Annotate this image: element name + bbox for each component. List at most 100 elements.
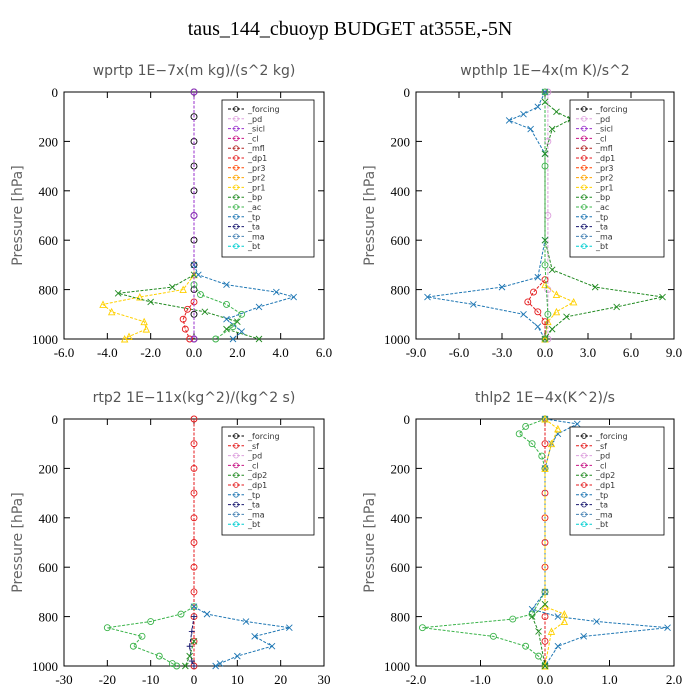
data-point: [190, 489, 198, 497]
legend-entry: _bt: [247, 520, 260, 529]
x-tick-label: -10: [142, 672, 159, 687]
data-point: [223, 325, 230, 333]
y-tick-label: 0: [52, 412, 59, 427]
x-tick-label: -20: [99, 672, 116, 687]
series-tp: [190, 603, 293, 670]
data-point: [114, 289, 122, 297]
legend-entry: _sicl: [247, 125, 265, 134]
data-point: [569, 297, 578, 306]
data-point: [419, 624, 426, 632]
legend-entry: _cl: [595, 134, 607, 143]
panel-title: thlp2 1E−4x(K^2)/s: [475, 390, 615, 406]
data-point: [535, 652, 542, 660]
data-point: [664, 624, 671, 632]
legend-box: [569, 99, 665, 258]
legend-entry: _tp: [247, 213, 260, 222]
y-tick-label: 600: [39, 233, 59, 248]
legend-marker: [233, 501, 239, 508]
series-tp: [190, 261, 297, 343]
data-point: [195, 271, 202, 279]
legend-marker: [233, 125, 239, 132]
x-tick-label: -3.0: [492, 345, 513, 360]
x-tick-label: 30: [318, 672, 331, 687]
data-point: [544, 317, 552, 326]
legend-marker: [581, 145, 587, 152]
y-tick-label: 0: [52, 85, 59, 100]
series-dp2: [182, 637, 198, 670]
series-sicl: [190, 88, 198, 343]
legend-marker: [581, 501, 587, 508]
legend-entry: _pd: [595, 115, 610, 124]
data-point: [155, 652, 163, 660]
data-point: [541, 661, 549, 670]
series-ac: [541, 88, 552, 343]
data-point: [563, 313, 570, 321]
data-point: [541, 261, 549, 269]
y-tick-label: 200: [39, 134, 59, 149]
y-tick-label: 400: [39, 184, 59, 199]
y-axis-label: Pressure [hPa]: [10, 165, 26, 265]
y-tick-label: 800: [39, 283, 59, 298]
legend-entry: _forcing: [595, 105, 628, 114]
data-point: [136, 293, 144, 301]
page-title: taus_144_cbuoyp BUDGET at355E,-5N: [187, 18, 513, 40]
panel-title: wpthlp 1E−4x(m K)/s^2: [460, 63, 629, 79]
legend-marker: [233, 233, 239, 240]
y-axis-label: Pressure [hPa]: [10, 492, 26, 592]
y-tick-label: 800: [391, 610, 411, 625]
data-point: [223, 315, 230, 323]
series-forcing: [190, 415, 198, 670]
data-point: [573, 420, 581, 428]
legend-marker: [581, 125, 587, 132]
legend-marker: [581, 184, 587, 191]
legend-entry: _pr2: [595, 174, 613, 183]
x-tick-label: 2.0: [666, 672, 682, 687]
y-tick-label: 400: [391, 511, 411, 526]
legend-entry: _forcing: [247, 105, 280, 114]
data-point: [554, 424, 562, 433]
legend-marker: [581, 462, 587, 469]
data-point: [659, 293, 666, 301]
data-point: [580, 633, 588, 640]
data-point: [255, 303, 263, 311]
legend-entry: _cl: [247, 134, 259, 143]
legend-marker: [233, 511, 239, 518]
data-point: [541, 637, 549, 645]
legend-entry: _bt: [247, 242, 260, 251]
series-line: [193, 264, 296, 340]
series-line: [422, 418, 546, 667]
legend-marker: [581, 511, 587, 518]
legend-entry: _pr1: [595, 183, 613, 192]
data-point: [212, 662, 219, 670]
data-point: [528, 440, 536, 448]
data-point: [524, 298, 532, 306]
panel-2: wpthlp 1E−4x(m K)/s^2 Pressure [hPa] -9.0 -…: [362, 63, 682, 360]
legend-marker: [233, 165, 239, 171]
legend-marker: [581, 482, 587, 488]
data-point: [190, 335, 198, 343]
data-point: [541, 88, 549, 96]
legend-entry: _tp: [595, 491, 608, 500]
x-tick-label: 2.0: [229, 345, 245, 360]
data-point: [541, 464, 549, 472]
x-tick-label: -9.0: [406, 345, 427, 360]
series-line: [427, 91, 546, 340]
series-tp: [528, 415, 671, 670]
panel-3: rtp2 1E−11x(kg^2)/(kg^2 s) Pressure [hPa]…: [10, 390, 331, 687]
legend-entry: _ta: [595, 501, 608, 510]
legend-marker: [233, 223, 239, 230]
legend-entry: _pd: [595, 452, 610, 461]
data-point: [138, 632, 146, 640]
data-point: [520, 110, 527, 118]
data-point: [190, 415, 198, 423]
data-point: [238, 310, 246, 318]
series-line: [193, 606, 290, 667]
x-tick-label: 9.0: [666, 345, 682, 360]
series-dp2: [528, 600, 549, 670]
legend-entry: _sf: [595, 442, 607, 451]
y-tick-label: 400: [39, 511, 59, 526]
legend-marker: [581, 204, 587, 210]
data-point: [541, 600, 549, 608]
y-tick-label: 0: [404, 412, 411, 427]
